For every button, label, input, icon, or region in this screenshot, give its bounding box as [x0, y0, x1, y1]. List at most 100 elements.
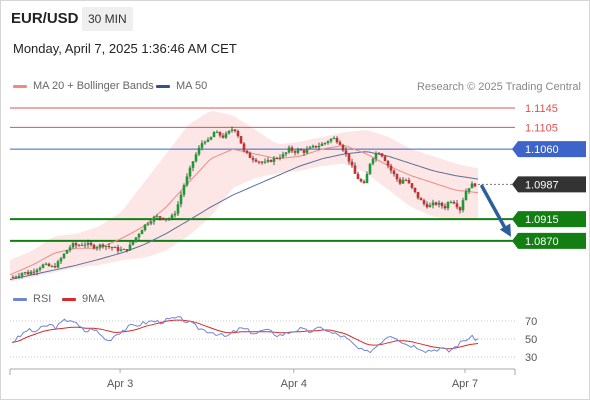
candle-body [386, 161, 390, 166]
candle-body [128, 244, 132, 251]
ma20-swatch [13, 84, 27, 88]
candle-body [230, 129, 234, 131]
candle-body [176, 204, 180, 214]
candle-body [434, 202, 438, 205]
candle-body [365, 173, 369, 184]
candle-body [305, 149, 309, 153]
candle-body [50, 266, 54, 268]
candle-body [398, 179, 402, 184]
candle-body [470, 183, 474, 189]
candle-body [389, 165, 393, 171]
legend-9ma: 9MA [62, 293, 105, 305]
candle-body [167, 218, 171, 220]
candle-body [155, 216, 159, 218]
candle-body [332, 137, 336, 139]
candle-body [221, 135, 225, 138]
candle-body [104, 246, 108, 248]
candle-body [200, 143, 204, 148]
candle-body [191, 161, 195, 168]
candle-body [161, 217, 165, 220]
rsi-swatch [13, 297, 27, 301]
candle-body [284, 152, 288, 155]
research-credit: Research © 2025 Trading Central [416, 81, 581, 93]
candle-body [23, 272, 27, 274]
level-label-1.1145: 1.1145 [525, 103, 558, 115]
candle-body [311, 145, 315, 148]
level-tag-1.1060 [512, 141, 586, 158]
candle-body [89, 242, 93, 245]
candle-body [407, 180, 411, 184]
level-label-1.1105: 1.1105 [525, 122, 558, 134]
candle-body [419, 198, 423, 201]
candle-body [320, 143, 324, 146]
candle-body [83, 244, 87, 246]
candle-body [14, 276, 18, 278]
candle-body [371, 158, 375, 164]
candle-body [356, 173, 360, 180]
legend-rsi-label: RSI [33, 293, 52, 305]
symbol-title: EUR/USD [11, 10, 79, 27]
candle-body [185, 176, 189, 186]
candle-body [125, 249, 129, 251]
forecast-arrow-shaft [480, 184, 507, 230]
level-label-1.0870: 1.0870 [525, 236, 559, 248]
level-tag-1.0870 [512, 232, 586, 249]
candle-body [179, 194, 183, 205]
rsi-panel: 70 50 30 [10, 316, 537, 364]
candle-body [206, 139, 210, 142]
candle-body [473, 183, 477, 187]
rsi-tick-70: 70 [525, 316, 537, 328]
candle-body [71, 243, 75, 248]
candle-body [461, 200, 465, 211]
candle-body [458, 207, 462, 211]
legend-ma50-label: MA 50 [176, 80, 208, 92]
level-label-1.0915: 1.0915 [525, 214, 559, 226]
candle-body [248, 152, 252, 158]
candle-body [440, 202, 444, 207]
candle-body [194, 154, 198, 162]
candle-body [410, 183, 414, 188]
candle-body [269, 160, 273, 162]
candles-layer [11, 126, 477, 279]
candle-body [101, 244, 105, 247]
candle-body [431, 202, 435, 206]
candle-body [35, 269, 39, 273]
candle-body [11, 277, 15, 279]
time-label-Apr 7: Apr 7 [452, 378, 478, 390]
candle-body [428, 205, 432, 208]
candle-body [329, 138, 333, 142]
candle-body [62, 253, 66, 259]
candle-body [173, 213, 177, 216]
candle-body [368, 163, 372, 174]
candle-body [293, 151, 297, 153]
candle-body [464, 191, 468, 201]
candle-body [266, 160, 270, 162]
candle-body [59, 258, 63, 262]
candle-body [437, 202, 441, 205]
candle-body [257, 161, 261, 163]
candle-body [275, 157, 279, 159]
candle-body [26, 272, 30, 275]
candle-body [32, 271, 36, 273]
candle-body [17, 275, 21, 277]
candle-body [377, 153, 381, 155]
legend-ma50: MA 50 [156, 80, 207, 92]
candle-body [344, 150, 348, 154]
rsi-line [11, 316, 479, 354]
timeframe-badge[interactable]: 30 MIN [82, 7, 133, 31]
candle-body [152, 216, 156, 222]
candle-body [212, 132, 216, 138]
candle-body [341, 144, 345, 151]
candle-body [113, 247, 117, 249]
candle-body [95, 247, 99, 249]
candle-body [272, 157, 276, 162]
legend-rsi: RSI [13, 293, 51, 305]
candle-body [302, 150, 306, 153]
candle-body [209, 137, 213, 140]
candle-body [323, 142, 327, 144]
candle-body [143, 224, 147, 231]
candle-body [116, 247, 120, 251]
candle-body [65, 250, 69, 254]
level-labels-layer: 1.1145 1.1105 1.1060 1.0987 1.0915 1.0870 [512, 103, 586, 249]
candle-body [29, 271, 33, 275]
